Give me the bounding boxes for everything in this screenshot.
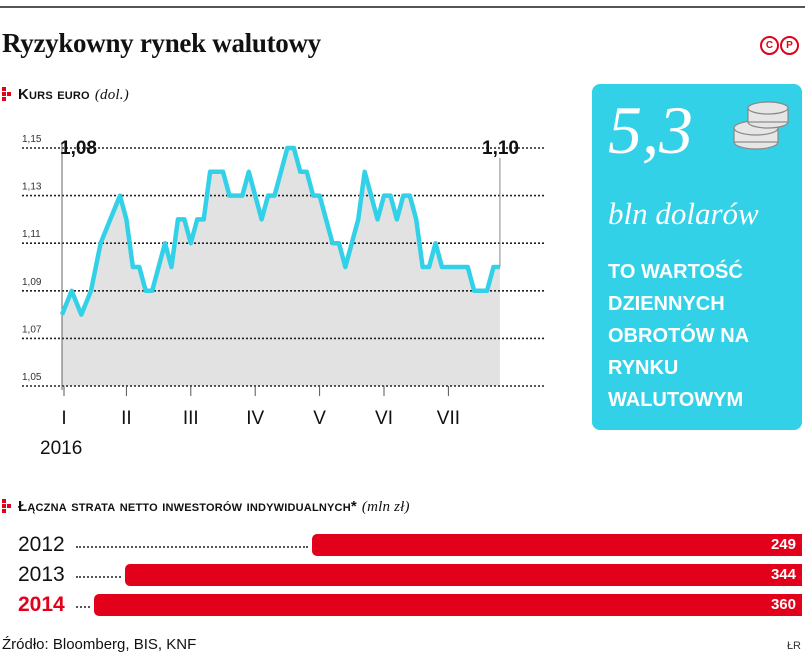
bar-category-label: 2013	[18, 563, 65, 586]
coins-icon	[733, 101, 789, 150]
bar-row: 2014 360	[0, 593, 805, 617]
bar-leader-dots	[76, 606, 90, 608]
bar: 360	[94, 594, 802, 616]
end-value-label: 1,10	[482, 138, 519, 159]
callout-description: To wartość dziennych obrotów na rynku wa…	[608, 261, 749, 411]
logo-p: P	[780, 36, 799, 55]
bar-leader-dots	[76, 576, 122, 578]
y-tick-label: 1,11	[22, 229, 41, 240]
section-marker-icon	[2, 87, 14, 101]
section-marker-icon	[2, 499, 14, 513]
source-note: Źródło: Bloomberg, BIS, KNF	[2, 636, 197, 653]
x-tick-label: I	[61, 408, 66, 429]
x-tick-label: II	[121, 408, 132, 429]
y-tick-label: 1,13	[22, 182, 42, 193]
bar-value-label: 249	[770, 536, 796, 553]
x-tick-label: IV	[246, 408, 264, 429]
bar-chart-unit: (mln zł)	[361, 499, 410, 515]
bar-row: 2012 249	[0, 533, 805, 557]
y-tick-label: 1,07	[22, 324, 42, 335]
bar-value-label: 344	[770, 566, 796, 583]
bar-leader-dots	[76, 546, 309, 548]
callout-unit: bln dolarów	[608, 196, 759, 231]
bar-chart-title-text: Łączna strata netto inwestorów indywidua…	[18, 498, 357, 515]
bar: 344	[125, 564, 802, 586]
line-chart-title-text: Kurs euro	[18, 86, 90, 103]
line-chart-title: Kurs euro (dol.)	[18, 86, 129, 104]
callout-value: 5,3	[608, 92, 693, 168]
x-tick-label: VII	[437, 408, 460, 429]
bar-category-label: 2014	[18, 593, 65, 616]
bar: 249	[312, 534, 802, 556]
area-fill	[62, 148, 500, 386]
y-tick-label: 1,15	[22, 134, 42, 145]
y-tick-label: 1,05	[22, 372, 42, 383]
euro-rate-line-chart: 1,051,071,091,111,131,15 1,08 1,10I II III IV…	[22, 134, 545, 459]
turnover-callout: 5,3 bln dolarów To wartość dziennych obr…	[592, 84, 802, 430]
author-credit: ŁR	[786, 640, 801, 652]
y-tick-label: 1,09	[22, 277, 42, 288]
bar-value-label: 360	[770, 596, 796, 613]
bar-row: 2013 344	[0, 563, 805, 587]
x-tick-label: III	[183, 408, 199, 429]
start-value-label: 1,08	[60, 138, 97, 159]
x-tick-label: V	[313, 408, 326, 429]
x-year-label: 2016	[40, 438, 82, 459]
x-tick-label: VI	[375, 408, 393, 429]
bar-category-label: 2012	[18, 533, 65, 556]
euro-rate-line	[59, 145, 500, 317]
line-chart-unit: (dol.)	[94, 87, 129, 103]
page-title: Ryzykowny rynek walutowy	[2, 28, 321, 58]
top-rule	[0, 6, 805, 8]
bar-chart-title: Łączna strata netto inwestorów indywidua…	[18, 498, 410, 516]
logo-c: C	[760, 36, 779, 55]
